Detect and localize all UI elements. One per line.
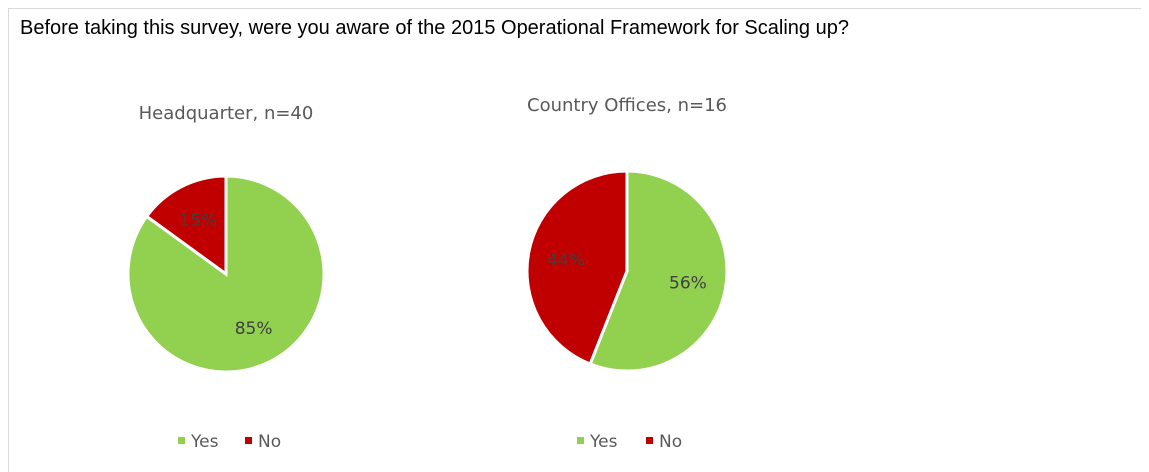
- chart-title-headquarter: Headquarter, n=40: [139, 103, 314, 124]
- pie-chart-country-offices: Country Offices, n=16 56% 44% Yes No: [525, 95, 729, 452]
- chart-title-country-offices: Country Offices, n=16: [527, 95, 727, 116]
- legend-label-no: No: [659, 432, 682, 452]
- legend-swatch-yes: [577, 437, 584, 444]
- legend-country-offices: Yes No: [577, 432, 682, 452]
- data-label-yes: 56%: [669, 274, 707, 294]
- data-label-no: 15%: [180, 211, 218, 231]
- legend-swatch-no: [245, 437, 252, 444]
- data-label-no: 44%: [547, 250, 585, 270]
- legend-swatch-yes: [178, 437, 185, 444]
- legend-headquarter: Yes No: [178, 432, 281, 452]
- pie-headquarter: 85% 15%: [126, 174, 326, 374]
- chart-frame: [8, 8, 1141, 472]
- pie-country-offices: 56% 44%: [525, 169, 729, 373]
- legend-label-yes: Yes: [190, 432, 219, 452]
- pie-slice-no: [144, 174, 228, 277]
- legend-label-yes: Yes: [589, 432, 618, 452]
- pie-slice-no: [525, 169, 629, 366]
- legend-swatch-no: [646, 437, 653, 444]
- legend-label-no: No: [258, 432, 281, 452]
- pie-slice-yes: [588, 169, 729, 373]
- data-label-yes: 85%: [235, 319, 273, 339]
- survey-question: Before taking this survey, were you awar…: [20, 17, 849, 39]
- pie-chart-headquarter: Headquarter, n=40 85% 15% Yes No: [126, 103, 326, 452]
